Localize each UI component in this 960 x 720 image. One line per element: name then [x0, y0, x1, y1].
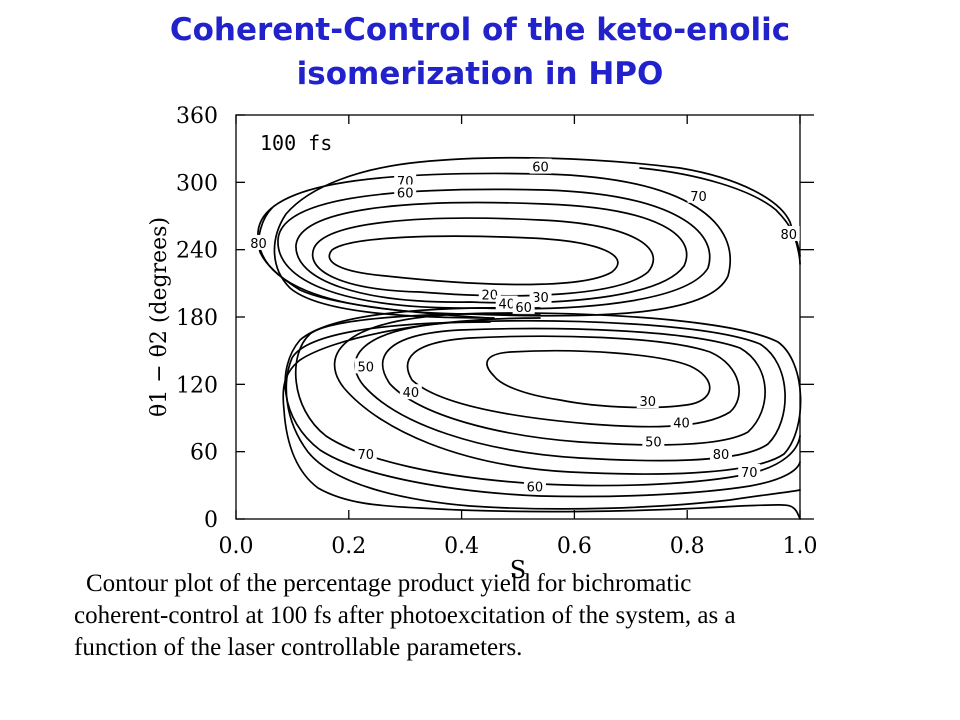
- y-tick-label: 120: [176, 373, 218, 398]
- contour-label: 70: [357, 448, 374, 463]
- contour-label-mask: [512, 298, 535, 314]
- contour-lines: [257, 156, 802, 520]
- contour-label: 40: [673, 416, 690, 431]
- contour-label: 40: [498, 298, 515, 313]
- contour-label: 60: [527, 480, 544, 495]
- contour-label: 70: [741, 466, 758, 481]
- contour-line: [295, 201, 688, 304]
- contour-label: 50: [645, 436, 662, 451]
- x-tick-labels: 0.0 0.2 0.4 0.6 0.8 1.0: [219, 534, 818, 559]
- contour-label: 50: [357, 360, 374, 375]
- contour-line: [284, 306, 801, 498]
- y-tick-label: 180: [176, 306, 218, 331]
- contour-label-mask: [495, 295, 518, 311]
- contour-line: [277, 188, 711, 310]
- contour-label-mask: [738, 463, 761, 479]
- contour-label-mask: [710, 445, 733, 461]
- slide-title: Coherent-Control of the keto-enolic isom…: [0, 8, 960, 96]
- contour-label-mask: [529, 288, 552, 304]
- contour-label-mask: [394, 184, 417, 200]
- contour-line: [406, 335, 740, 428]
- contour-label: 30: [532, 291, 549, 306]
- contour-line: [311, 217, 655, 297]
- contour-line: [328, 235, 619, 286]
- contour-label-mask: [670, 414, 693, 430]
- y-tick-labels: 0 60 120 180 240 300 360: [176, 104, 218, 533]
- caption-line-1: Contour plot of the percentage product y…: [86, 570, 692, 597]
- contour-line: [285, 321, 801, 510]
- caption-line-2: coherent-control at 100 fs after photoex…: [74, 602, 736, 629]
- contour-label: 60: [532, 161, 549, 176]
- y-axis-label: θ1 − θ2 (degrees): [147, 217, 172, 417]
- x-tick-label: 1.0: [783, 534, 818, 559]
- caption-line-3: function of the laser controllable param…: [74, 634, 523, 661]
- y-tick-label: 0: [204, 508, 218, 533]
- contour-line: [639, 167, 801, 257]
- x-tick-label: 0.4: [444, 534, 479, 559]
- slide-title-line-2: isomerization in HPO: [296, 56, 664, 92]
- y-tick-label: 240: [176, 239, 218, 264]
- x-tick-label: 0.0: [219, 534, 254, 559]
- contour-label-mask: [642, 433, 665, 449]
- contour-label-mask: [529, 158, 552, 174]
- contour-label: 80: [780, 228, 797, 243]
- y-tick-label: 60: [190, 441, 218, 466]
- contour-label: 20: [482, 289, 499, 304]
- contour-label: 60: [397, 186, 414, 201]
- contour-label-mask: [636, 393, 659, 409]
- slide-title-line-1: Coherent-Control of the keto-enolic: [169, 12, 791, 48]
- contour-label: 80: [250, 237, 267, 252]
- contour-label-mask: [354, 445, 377, 461]
- contour-label: 60: [515, 301, 532, 316]
- x-axis-label: S: [510, 556, 526, 584]
- contour-label-mask: [399, 384, 422, 400]
- contour-label: 30: [639, 395, 656, 410]
- contour-label: 40: [403, 386, 420, 401]
- contour-label-mask: [687, 187, 710, 203]
- y-tick-label: 300: [176, 171, 218, 196]
- contour-label-mask: [777, 225, 800, 241]
- contour-label-mask: [247, 234, 270, 250]
- contour-label: 70: [690, 190, 707, 205]
- contour-line: [381, 327, 766, 446]
- contour-label: 80: [713, 448, 730, 463]
- x-tick-label: 0.2: [331, 534, 366, 559]
- figure-caption: Contour plot of the percentage product y…: [74, 568, 934, 664]
- contour-plot: 0.0 0.2 0.4 0.6 0.8 1.0 0 60 120 180 240 300 360 60…: [147, 104, 818, 584]
- contour-label-mask: [478, 286, 501, 302]
- contour-line: [257, 207, 489, 319]
- contour-label-mask: [354, 358, 377, 374]
- contour-line: [273, 156, 801, 319]
- x-tick-label: 0.8: [670, 534, 705, 559]
- contour-line: [282, 317, 801, 520]
- time-annotation: 100 fs: [260, 131, 332, 155]
- y-tick-label: 360: [176, 104, 218, 129]
- contour-label-mask: [523, 478, 546, 494]
- x-tick-label: 0.6: [557, 534, 592, 559]
- contour-line: [333, 312, 802, 475]
- contour-line: [486, 349, 711, 409]
